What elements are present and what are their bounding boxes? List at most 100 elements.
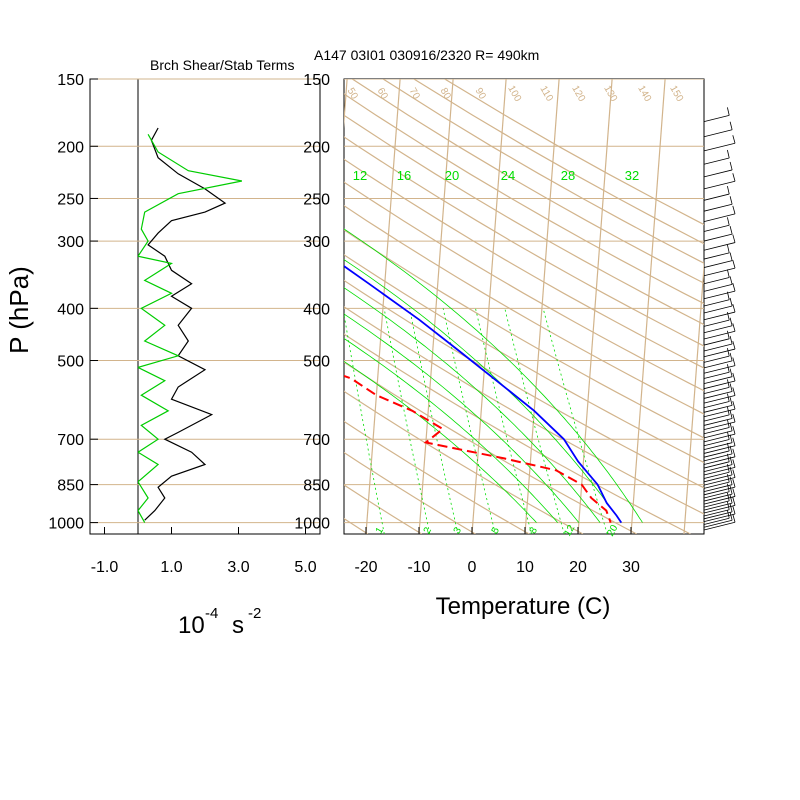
dry-adiabat-label: 120 — [569, 84, 587, 104]
wind-barb-flag — [729, 485, 733, 495]
wind-barb-flag — [729, 317, 733, 326]
wind-barb-flag — [732, 357, 736, 366]
dry-adiabat-line — [344, 229, 704, 439]
pressure-tick-label-right: 700 — [303, 432, 330, 449]
dry-adiabat-label: 130 — [601, 84, 619, 104]
dry-adiabat-line — [444, 79, 704, 226]
dry-adiabat-label: 60 — [375, 86, 390, 102]
wind-barb-flag — [732, 448, 736, 457]
dry-adiabat-line — [344, 158, 704, 369]
mixing-ratio-bottom-label: 2 — [422, 525, 435, 536]
dry-adiabat-line — [344, 390, 584, 534]
mixing-ratio-bottom-label: 8 — [528, 525, 541, 536]
y-axis-label: P (hPa) — [4, 266, 34, 354]
x-axis-label: Temperature (C) — [436, 593, 611, 620]
dry-adiabat-line — [413, 79, 704, 245]
dry-adiabat-line — [344, 451, 476, 534]
mixing-ratio-top-label: 16 — [397, 168, 411, 183]
wind-barb-flag — [727, 453, 730, 462]
pressure-tick-label-left: 500 — [57, 354, 84, 371]
wind-barb-flag — [727, 492, 730, 501]
pressure-tick-label-right: 850 — [303, 478, 330, 495]
wind-barb-shaft — [703, 433, 736, 443]
wind-barb-flag — [727, 364, 730, 373]
left-panel-frame — [89, 78, 321, 535]
wind-barb-shaft — [703, 500, 730, 508]
wind-barb-shaft — [703, 504, 736, 514]
wind-barb-shaft — [703, 386, 730, 394]
moist-adiabat-line — [344, 338, 559, 523]
wind-barb-shaft — [703, 519, 733, 528]
wind-barb-shaft — [703, 414, 730, 422]
wind-barb-flag — [727, 185, 730, 195]
wind-barb-flag — [727, 510, 730, 519]
wind-barb-shaft — [703, 521, 736, 531]
pressure-tick-label-right: 300 — [303, 234, 330, 251]
temp-x-tick-label: 30 — [622, 559, 640, 576]
wind-barb-shaft — [703, 486, 736, 496]
pressure-tick-label-left: 300 — [57, 234, 84, 251]
shear-term-line — [144, 127, 227, 521]
isotherm-line — [154, 79, 188, 534]
wind-barb-flag — [729, 226, 733, 235]
wind-barb-flag — [727, 442, 730, 452]
wind-barb-flag — [727, 419, 730, 428]
mixing-ratio-labels: 12 16 20 24 28 321 2 3 5 8 12 20 — [353, 168, 639, 538]
wind-barb-flag — [727, 348, 730, 357]
pressure-tick-label-right: 250 — [303, 191, 330, 208]
wind-barb-shaft — [703, 242, 736, 251]
pressure-tick-label-left: 700 — [57, 432, 84, 449]
wind-barb-flag — [732, 259, 736, 269]
dry-adiabat-line — [344, 333, 691, 534]
pressure-tick-label-right: 150 — [303, 72, 330, 89]
wind-barb-flag — [729, 434, 733, 443]
wind-barb-flag — [729, 410, 733, 419]
wind-barb-flag — [732, 514, 736, 523]
wind-barb-shaft — [703, 169, 733, 178]
dry-adiabat-label: 90 — [473, 86, 488, 102]
pressure-tick-label-right: 400 — [303, 301, 330, 318]
wind-barb-flag — [729, 352, 733, 362]
wind-barbs — [703, 107, 736, 531]
wind-barb-flag — [729, 476, 733, 485]
wind-barb-shaft — [703, 142, 736, 152]
wind-barb-shaft — [703, 284, 733, 292]
pressure-tick-label-right: 1000 — [294, 516, 330, 533]
mixing-ratio-line — [475, 308, 532, 534]
wind-barb-shaft — [703, 365, 736, 374]
wind-barb-flag — [729, 466, 733, 475]
mixing-ratio-top-label: 20 — [445, 168, 459, 183]
wind-barb-shaft — [703, 439, 730, 447]
dry-adiabat-line — [344, 136, 704, 347]
wind-barb-shaft — [703, 224, 730, 232]
wind-barb-shaft — [703, 517, 730, 525]
wind-barb-shaft — [703, 129, 733, 138]
wind-barb-flag — [727, 406, 730, 415]
wind-barb-shaft — [703, 325, 733, 334]
wind-barb-shaft — [703, 493, 733, 502]
wind-barb-flag — [729, 252, 733, 261]
wind-barb-shaft — [703, 471, 730, 479]
dry-adiabat-line — [344, 93, 704, 305]
wind-barb-flag — [727, 464, 730, 473]
isotherm-line — [577, 79, 613, 534]
wind-barb-shaft — [703, 348, 736, 358]
isotherm-line — [260, 79, 294, 534]
pressure-tick-label-left: 200 — [57, 139, 84, 156]
wind-barb-shaft — [703, 391, 733, 399]
mixing-ratio-bottom-label: 1 — [374, 525, 387, 536]
wind-barb-flag — [732, 479, 736, 488]
unit-exponent-2: -2 — [248, 605, 261, 622]
isotherm-line — [101, 79, 135, 534]
dry-adiabat-line — [382, 79, 704, 264]
wind-barb-shaft — [703, 380, 736, 390]
wind-barb-shaft — [703, 371, 730, 379]
wind-barb-flag — [732, 437, 736, 446]
wind-barb-shaft — [703, 260, 733, 268]
pressure-tick-label-left: 400 — [57, 301, 84, 318]
moist-adiabat-line — [344, 259, 622, 523]
wind-barb-shaft — [703, 502, 733, 511]
wind-barb-shaft — [703, 299, 730, 307]
wind-barb-flag — [729, 276, 733, 285]
